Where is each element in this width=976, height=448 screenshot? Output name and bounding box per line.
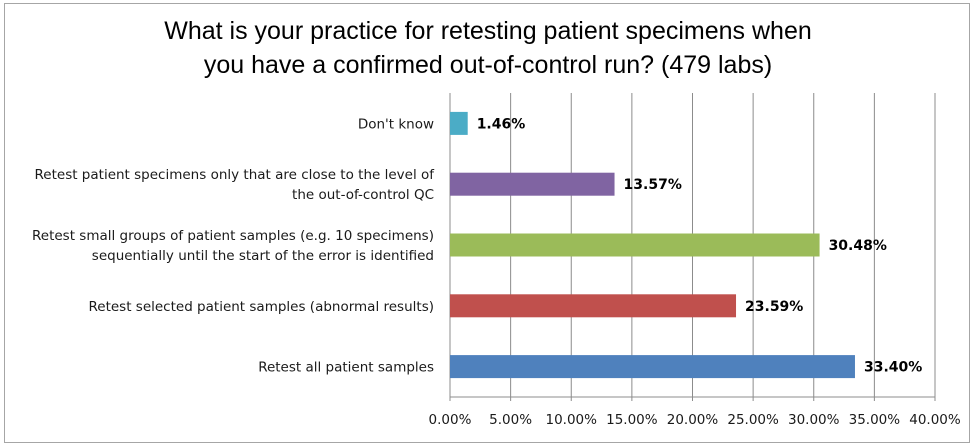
x-tick-label: 20.00% [667, 412, 719, 428]
x-tick-label: 30.00% [788, 412, 840, 428]
x-tick-label: 25.00% [727, 412, 779, 428]
bar [450, 355, 855, 379]
x-tick-label: 15.00% [606, 412, 658, 428]
x-axis-ticks: 0.00% 5.00% 10.00% 15.00% 20.00% 25.00% 30.00%… [429, 412, 961, 428]
category-label: Retest all patient samples [258, 360, 434, 376]
category-label: Retest selected patient samples (abnorma… [88, 299, 434, 315]
category-label: Retest patient specimens only that are c… [35, 167, 436, 183]
data-label: 30.48% [829, 238, 887, 254]
bar [450, 111, 468, 135]
bar [450, 294, 737, 318]
category-label: Don't know [358, 116, 434, 132]
data-label: 23.59% [745, 299, 803, 315]
data-label: 13.57% [624, 177, 682, 193]
x-tick-label: 40.00% [909, 412, 961, 428]
x-tick-label: 5.00% [489, 412, 532, 428]
x-tick-label: 10.00% [546, 412, 598, 428]
data-label: 33.40% [864, 360, 922, 376]
chart-title-line-2: you have a confirmed out-of-control run?… [203, 51, 773, 79]
bar [450, 172, 615, 196]
x-tick-label: 0.00% [429, 412, 472, 428]
x-tick-label: 35.00% [849, 412, 901, 428]
bars: 33.40% 23.59% 30.48% 13.57% 1.46% [450, 111, 922, 379]
category-label: the out-of-control QC [292, 187, 434, 203]
data-label: 1.46% [477, 116, 526, 132]
chart-title: What is your practice for retesting pati… [0, 14, 976, 82]
chart-title-line-1: What is your practice for retesting pati… [164, 17, 812, 45]
bar [450, 233, 820, 257]
category-labels: Retest all patient samples Retest selecte… [32, 116, 435, 375]
category-label: Retest small groups of patient samples (… [32, 228, 434, 244]
category-label: sequentially until the start of the erro… [92, 248, 434, 264]
